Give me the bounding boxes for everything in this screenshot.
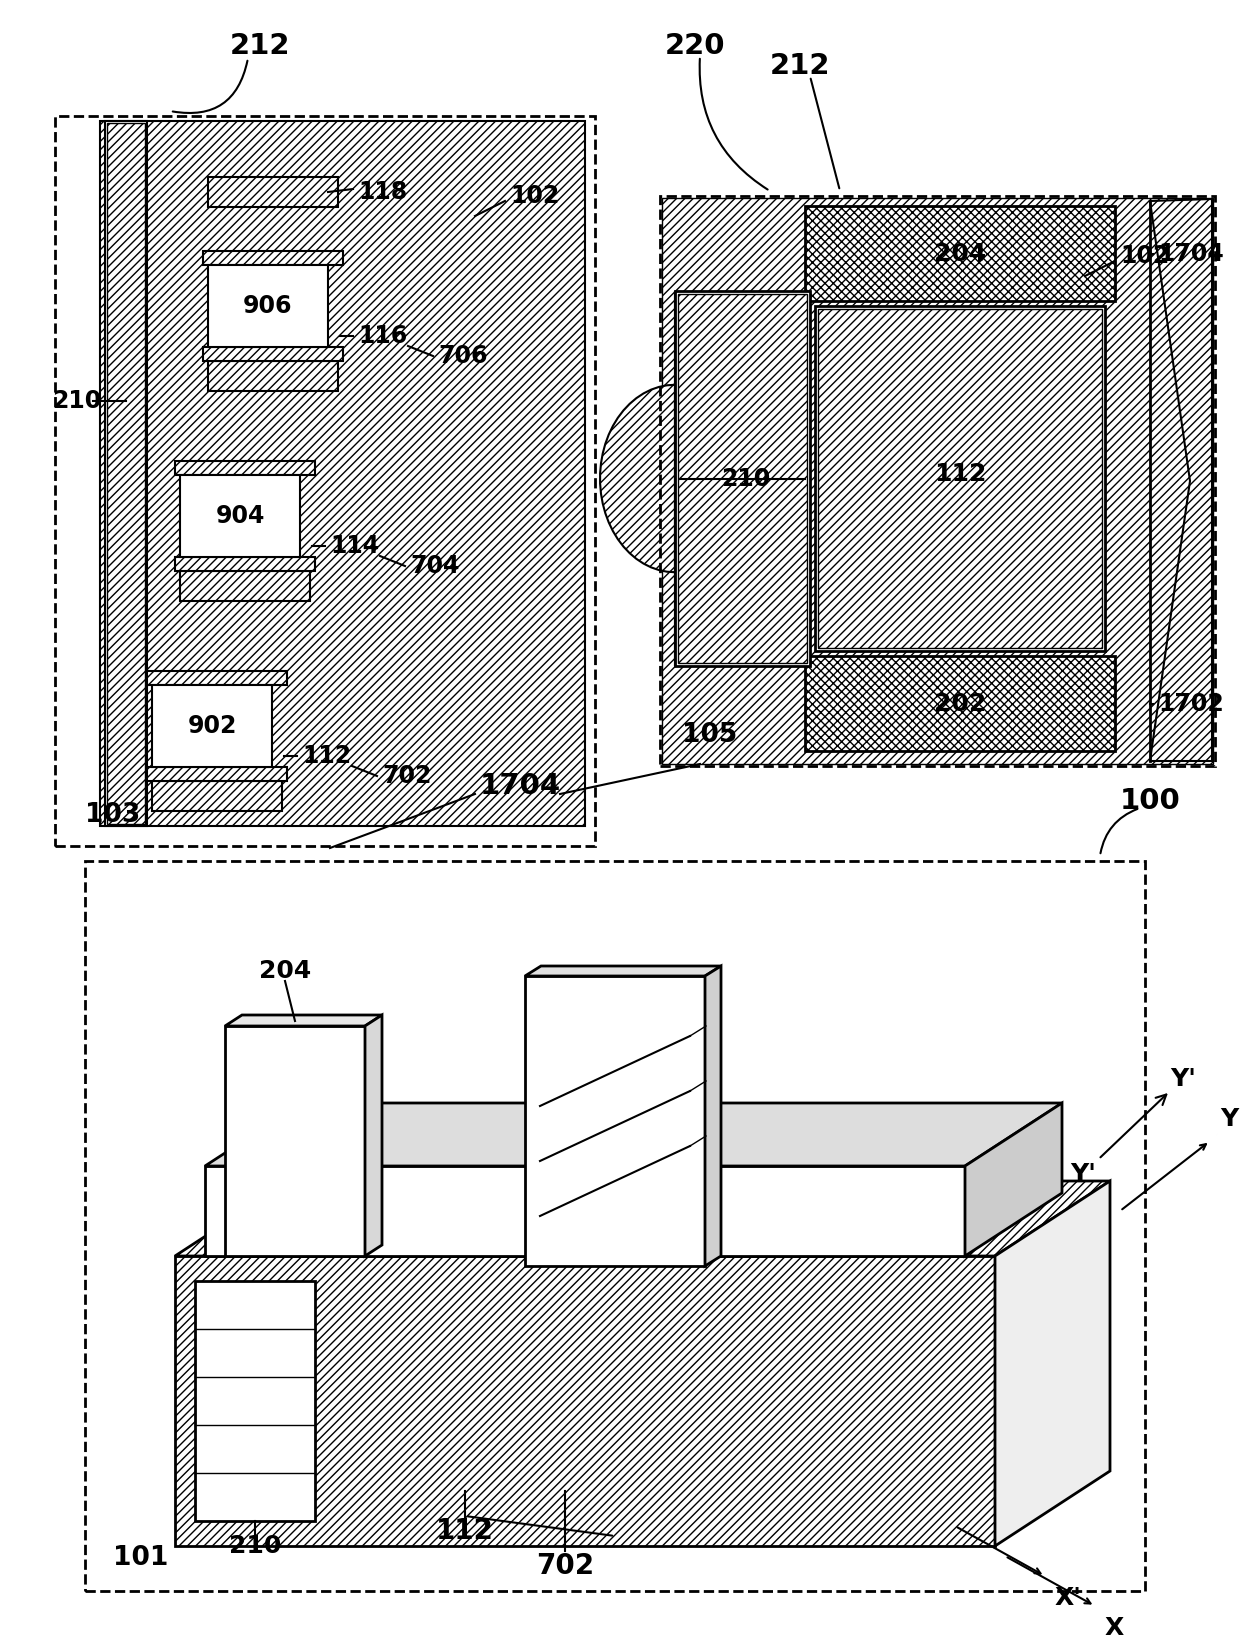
Polygon shape	[175, 1256, 994, 1546]
Text: 902: 902	[187, 714, 237, 737]
Text: 101: 101	[113, 1546, 169, 1570]
Polygon shape	[175, 1180, 1110, 1256]
Text: 114: 114	[330, 533, 379, 558]
Polygon shape	[706, 966, 720, 1266]
Bar	[662, 198, 1213, 764]
Text: 210: 210	[52, 388, 102, 413]
Bar	[148, 672, 286, 685]
Bar	[208, 178, 339, 207]
Polygon shape	[205, 1103, 1061, 1165]
Polygon shape	[224, 1025, 365, 1256]
Text: 212: 212	[229, 31, 290, 59]
Polygon shape	[994, 1180, 1110, 1546]
Bar	[815, 306, 1105, 652]
Polygon shape	[965, 1103, 1061, 1256]
Text: 116: 116	[358, 324, 407, 347]
Bar	[805, 206, 1115, 301]
Bar	[175, 556, 315, 571]
Text: Y': Y'	[1171, 1067, 1195, 1091]
Text: 112: 112	[303, 744, 351, 769]
Text: 103: 103	[86, 802, 140, 828]
Bar	[203, 347, 343, 360]
Bar	[153, 780, 281, 811]
Bar	[675, 291, 810, 667]
Text: 112: 112	[934, 461, 986, 486]
Bar	[203, 250, 343, 265]
Bar	[208, 360, 339, 392]
Text: X': X'	[1055, 1587, 1081, 1610]
Text: 100: 100	[1120, 787, 1180, 815]
Text: 212: 212	[770, 53, 831, 81]
Bar	[148, 767, 286, 780]
Text: 202: 202	[934, 691, 986, 716]
Bar	[100, 122, 585, 826]
Text: 1704: 1704	[480, 772, 560, 800]
Text: 1702: 1702	[1158, 691, 1224, 716]
Bar	[107, 123, 145, 825]
Text: 702: 702	[536, 1552, 594, 1580]
Bar	[105, 122, 148, 826]
Text: 112: 112	[436, 1518, 494, 1546]
Text: Y: Y	[1220, 1108, 1239, 1131]
Bar	[818, 309, 1102, 649]
Text: 210: 210	[720, 466, 770, 491]
Polygon shape	[600, 291, 675, 667]
Bar	[180, 571, 310, 601]
Text: 204: 204	[934, 242, 986, 265]
Text: 702: 702	[382, 764, 432, 788]
Bar	[660, 196, 1215, 765]
Bar	[55, 115, 595, 846]
Bar	[180, 476, 300, 556]
Text: 1704: 1704	[1158, 242, 1224, 265]
Bar	[153, 685, 272, 767]
Text: X: X	[1105, 1616, 1125, 1639]
Text: 118: 118	[358, 179, 407, 204]
Bar	[208, 265, 329, 347]
Bar	[86, 861, 1145, 1592]
Text: 220: 220	[665, 31, 725, 59]
Polygon shape	[365, 1016, 382, 1256]
Bar	[175, 461, 315, 476]
Text: 904: 904	[216, 504, 264, 528]
Text: 102: 102	[1120, 244, 1169, 268]
Polygon shape	[525, 966, 720, 976]
Bar	[195, 1281, 315, 1521]
Bar	[678, 295, 807, 663]
Polygon shape	[525, 976, 706, 1266]
Text: Y': Y'	[1070, 1095, 1167, 1187]
Text: 210: 210	[229, 1534, 281, 1559]
Polygon shape	[224, 1016, 382, 1025]
Text: 204: 204	[259, 960, 311, 983]
Polygon shape	[205, 1165, 965, 1256]
Text: 706: 706	[438, 344, 487, 369]
Polygon shape	[1149, 199, 1211, 760]
Text: 105: 105	[682, 723, 738, 747]
Text: 906: 906	[243, 295, 293, 318]
Bar	[805, 657, 1115, 751]
Text: 704: 704	[410, 555, 459, 578]
Text: 102: 102	[510, 184, 559, 207]
